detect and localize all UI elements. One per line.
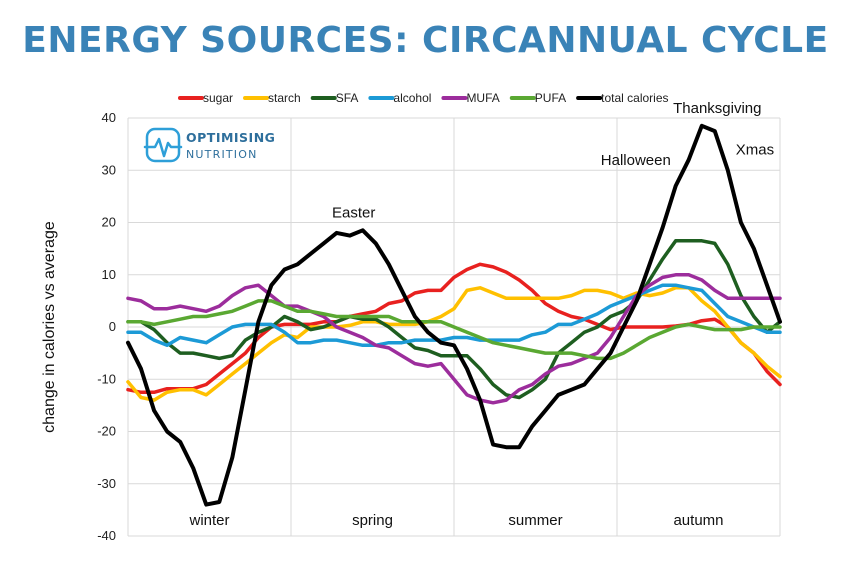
y-tick-label: -40 — [97, 528, 116, 543]
legend-label: starch — [268, 91, 301, 105]
series-line-sfa — [126, 239, 782, 400]
logo: OPTIMISING NUTRITION — [143, 127, 275, 163]
annotation-easter: Easter — [332, 204, 375, 221]
legend: sugar starch SFA alcohol MUFA PUFA total calor… — [178, 91, 669, 105]
series-line-total-calories — [126, 123, 782, 507]
series-line-starch — [126, 286, 782, 402]
legend-item-sugar: sugar — [178, 91, 233, 105]
series-line-alcohol — [126, 283, 782, 348]
y-tick-label: 20 — [102, 215, 116, 230]
annotations: Easter Halloween Thanksgiving Xmas — [332, 100, 774, 221]
logo-text-line2: NUTRITION — [186, 148, 258, 161]
season-label-summer: summer — [508, 512, 562, 529]
y-tick-label: 0 — [109, 319, 116, 334]
grid — [127, 117, 781, 537]
legend-item-pufa: PUFA — [509, 91, 566, 105]
season-labels: winter spring summer autumn — [188, 512, 723, 529]
y-tick-label: 40 — [102, 110, 116, 125]
legend-item-mufa: MUFA — [441, 91, 500, 105]
annotation-xmas: Xmas — [736, 142, 774, 159]
annotation-halloween: Halloween — [601, 152, 671, 169]
annotation-thanksgiving: Thanksgiving — [673, 100, 761, 117]
y-axis-ticks: 40 30 20 10 0 -10 -20 -30 -40 — [97, 110, 116, 543]
y-tick-label: 10 — [102, 267, 116, 282]
legend-label: SFA — [336, 91, 359, 105]
season-label-autumn: autumn — [673, 512, 723, 529]
y-tick-label: -20 — [97, 424, 116, 439]
legend-item-total-calories: total calories — [576, 91, 669, 105]
y-tick-label: 30 — [102, 162, 116, 177]
series-line-sugar — [126, 262, 782, 395]
season-label-winter: winter — [188, 512, 229, 529]
legend-label: MUFA — [466, 91, 499, 105]
legend-item-sfa: SFA — [310, 91, 359, 105]
legend-label: total calories — [601, 91, 668, 105]
series-line-mufa — [126, 273, 782, 405]
legend-item-alcohol: alcohol — [368, 91, 431, 105]
legend-label: sugar — [203, 91, 233, 105]
heartbeat-icon — [143, 127, 183, 163]
legend-label: alcohol — [393, 91, 431, 105]
series-lines — [126, 123, 782, 507]
page-title: ENERGY SOURCES: CIRCANNUAL CYCLE — [22, 20, 829, 61]
season-label-spring: spring — [352, 512, 393, 529]
logo-text-line1: OPTIMISING — [186, 130, 275, 145]
y-tick-label: -10 — [97, 371, 116, 386]
y-tick-label: -30 — [97, 476, 116, 491]
y-axis-label: change in calories vs average — [41, 221, 58, 433]
legend-item-starch: starch — [243, 91, 301, 105]
series-line-pufa — [126, 299, 782, 361]
legend-label: PUFA — [535, 91, 566, 105]
